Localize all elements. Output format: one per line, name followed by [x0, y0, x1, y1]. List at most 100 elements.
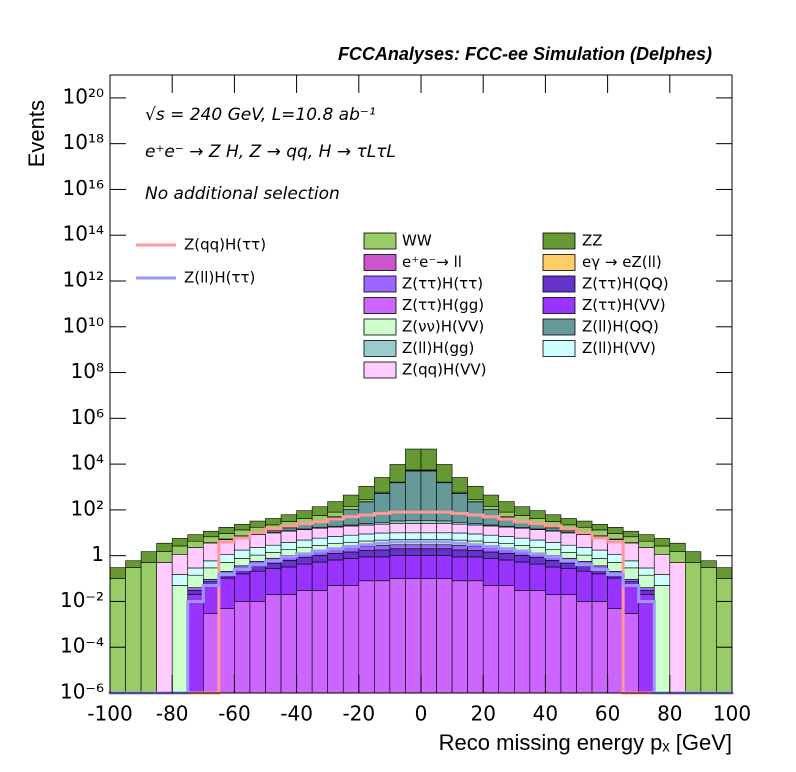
histogram-bar: [436, 523, 453, 534]
x-axis-label: Reco missing energy pₓ [GeV]: [439, 730, 732, 755]
histogram-bar: [467, 524, 484, 535]
y-tick-label: 10⁶: [71, 405, 104, 429]
histogram-bar: [498, 553, 515, 561]
histogram-bar: [358, 485, 375, 501]
histogram-bar: [420, 520, 437, 524]
histogram-bar: [203, 584, 220, 614]
histogram-bar: [218, 562, 235, 572]
x-tick-label: 80: [657, 702, 682, 726]
y-tick-label: 10²⁰: [63, 84, 104, 108]
histogram-bar: [576, 520, 593, 528]
histogram-bar: [467, 550, 484, 558]
histogram-bar: [358, 524, 375, 535]
histogram-bar: [420, 555, 437, 579]
histogram-bar: [591, 549, 608, 559]
legend-label: Z(qq)H(VV): [402, 361, 487, 379]
histogram-bar: [591, 558, 608, 567]
legend-swatch: [542, 318, 576, 336]
histogram-bar: [545, 594, 562, 694]
histogram-bar: [374, 549, 391, 558]
annotation: e⁺e⁻ → Z H, Z → qq, H → τLτL: [145, 142, 396, 162]
legend-label: WW: [402, 232, 432, 250]
histogram-bar: [342, 558, 360, 586]
histogram-bar: [280, 560, 297, 568]
histogram-bar: [576, 601, 593, 694]
x-tick-label: 0: [415, 702, 428, 726]
legend-label: Z(ττ)H(ττ): [402, 275, 483, 293]
y-tick-label: 10⁸: [71, 359, 104, 383]
histogram-bar: [234, 573, 251, 602]
histogram-bar: [374, 493, 391, 523]
histogram-bar: [327, 536, 344, 544]
histogram-bar: [265, 562, 282, 569]
histogram-bar: [498, 501, 515, 513]
histogram-bar: [405, 448, 422, 471]
histogram-bar: [405, 555, 422, 579]
y-tick-label: 10⁻⁴: [60, 634, 104, 658]
histogram-bar: [482, 506, 500, 510]
histogram-bar: [280, 527, 297, 532]
histogram-bar: [389, 555, 406, 579]
histogram-bar: [545, 530, 562, 543]
legend-swatch: [363, 340, 397, 357]
histogram-bar: [249, 547, 266, 556]
histogram-bar: [653, 545, 671, 555]
histogram-bar: [234, 601, 251, 694]
histogram-bar: [560, 518, 577, 526]
legend-swatch: [363, 275, 397, 293]
histogram-bar: [436, 544, 453, 550]
histogram-bar: [203, 560, 220, 569]
histogram-bar: [374, 580, 391, 694]
histogram-bar: [638, 547, 655, 569]
legend-swatch: [542, 232, 576, 250]
histogram-bar: [327, 526, 344, 537]
histogram-bar: [685, 562, 702, 694]
histogram-bar: [358, 556, 375, 582]
histogram-bar: [420, 532, 437, 540]
histogram-bar: [374, 556, 391, 582]
histogram-bar: [405, 532, 422, 540]
histogram-bar: [545, 566, 562, 595]
histogram-bar: [467, 485, 484, 501]
histogram-bar: [249, 601, 266, 694]
histogram-bar: [576, 534, 593, 548]
histogram-bar: [576, 570, 593, 602]
histogram-bar: [234, 558, 251, 567]
histogram-bar: [280, 549, 297, 556]
histogram-bar: [451, 549, 468, 558]
x-tick-label: 100: [713, 702, 751, 726]
histogram-bar: [436, 578, 453, 694]
x-tick-label: -20: [342, 702, 375, 726]
histogram-bar: [358, 501, 375, 525]
histogram-bar: [296, 539, 313, 548]
histogram-bar: [218, 554, 235, 563]
histogram-bar: [280, 542, 297, 551]
histogram-bar: [451, 523, 468, 534]
histogram-bar: [342, 585, 360, 694]
histogram-bar: [685, 551, 702, 563]
histogram-bar: [653, 574, 671, 586]
histogram-bar: [622, 560, 640, 569]
histogram-bar: [374, 545, 391, 551]
histogram-bar: [451, 532, 468, 541]
histogram-bar: [374, 532, 391, 541]
legend-label: Z(ττ)H(gg): [402, 296, 484, 314]
histogram-bar: [513, 515, 531, 522]
y-tick-label: 10¹⁰: [63, 313, 104, 337]
x-tick-label: -80: [156, 702, 189, 726]
histogram-bar: [249, 534, 266, 548]
histogram-bar: [249, 565, 266, 572]
legend-label: Z(νν)H(VV): [402, 318, 484, 336]
histogram-bar: [342, 494, 360, 507]
histogram-bar: [560, 594, 577, 694]
histogram-bar: [653, 538, 671, 547]
histogram-bar: [607, 533, 624, 540]
histogram-bar: [669, 542, 686, 552]
histogram-bar: [187, 534, 204, 542]
histogram-bar: [187, 587, 204, 591]
histogram-bar: [218, 533, 235, 540]
histogram-bar: [622, 578, 640, 582]
histogram-bar: [716, 578, 733, 694]
y-tick-label: 10⁴: [71, 451, 104, 475]
